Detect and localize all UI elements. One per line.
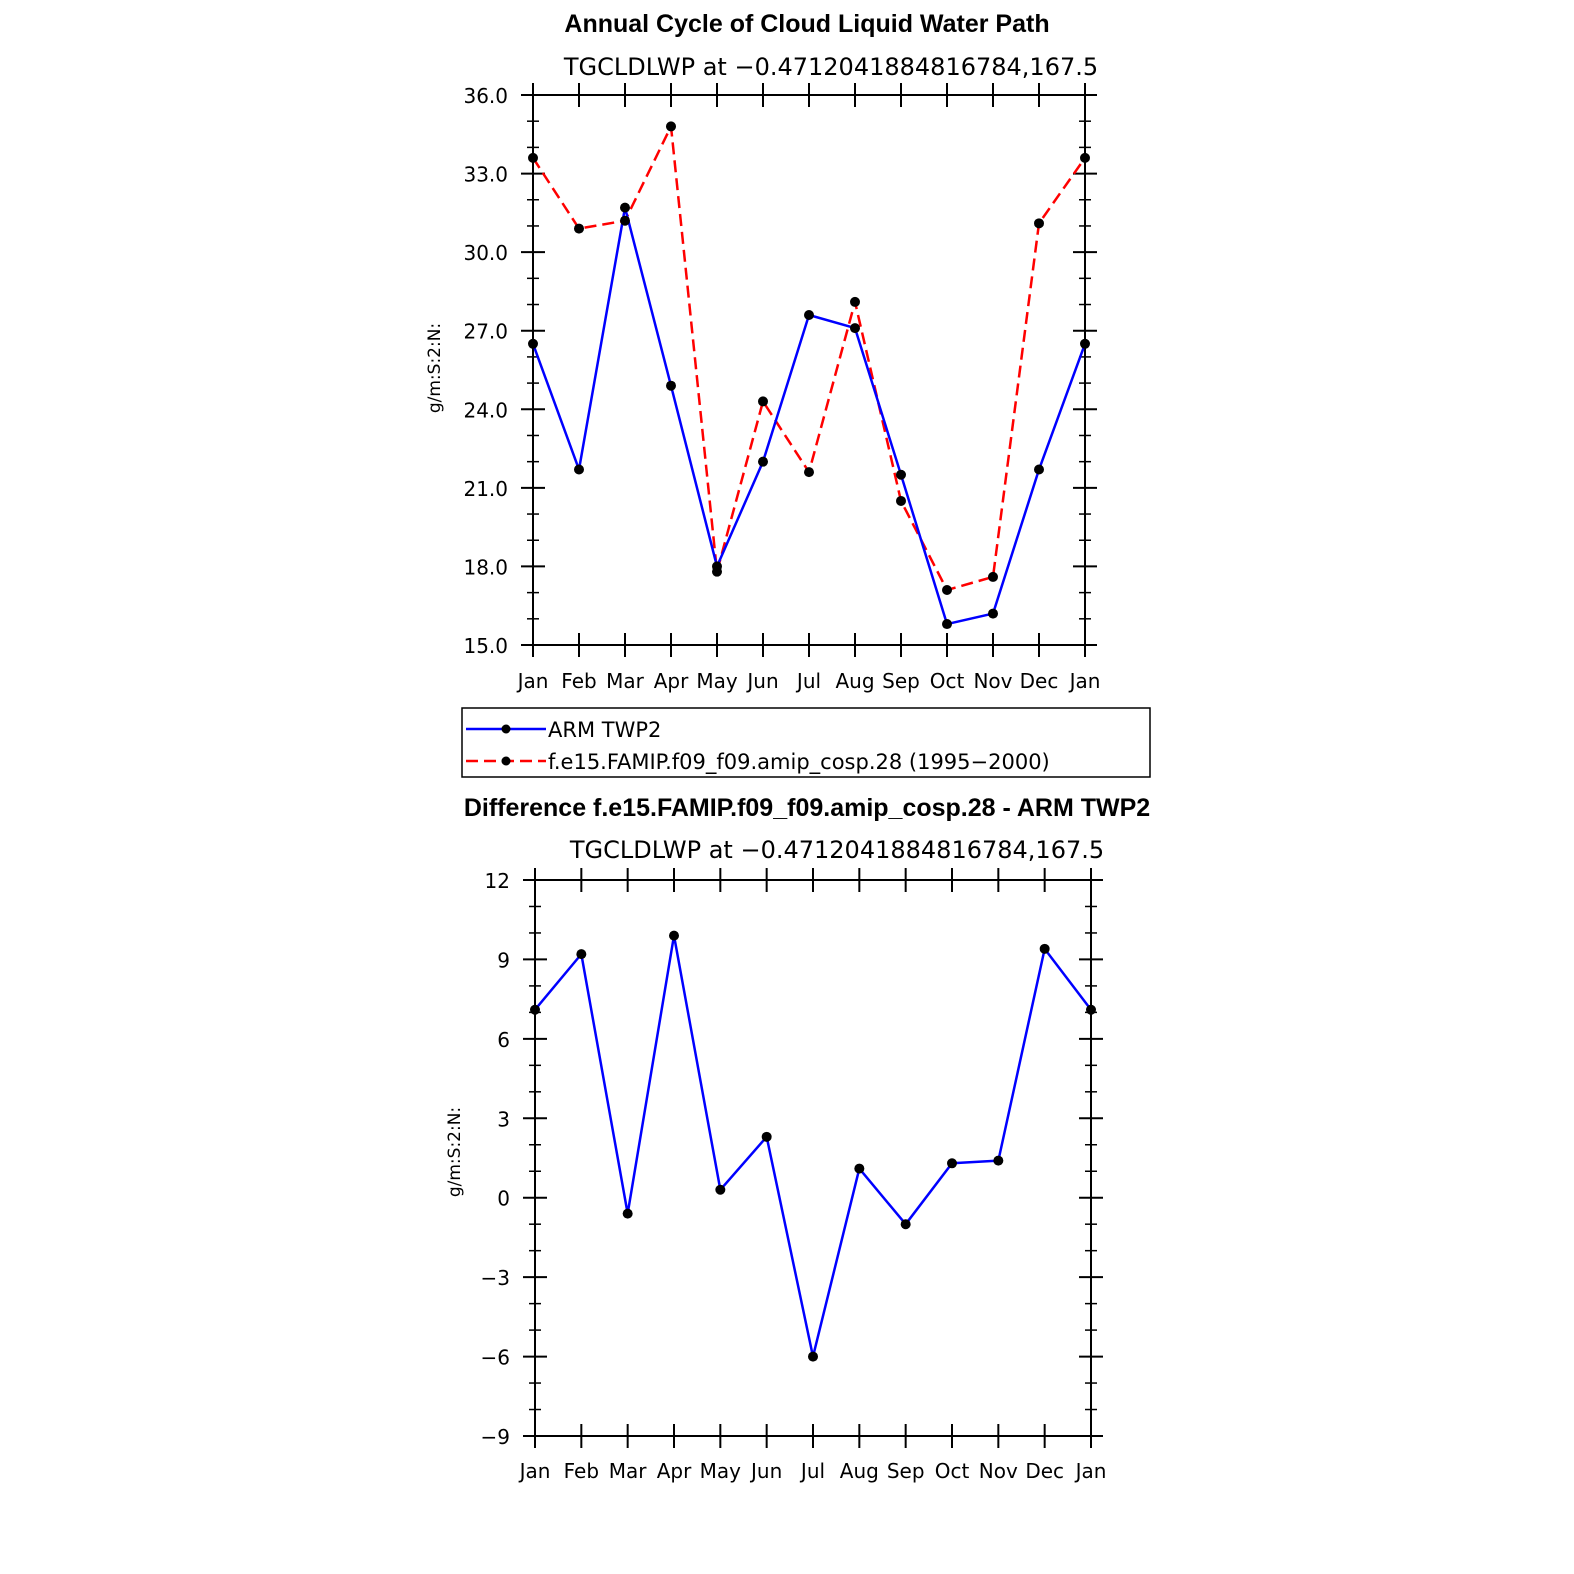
top-series-0-point xyxy=(804,310,814,320)
bottom-series-0-point xyxy=(808,1351,818,1362)
bottom-series-0-point xyxy=(761,1131,772,1142)
top-x-tick-label: Jun xyxy=(745,669,778,693)
bottom-x-tick-label: May xyxy=(700,1459,742,1483)
top-y-tick-label: 27.0 xyxy=(463,320,508,344)
bottom-x-tick-label: Jul xyxy=(799,1459,825,1483)
top-series-1-point xyxy=(804,467,814,478)
bottom-chart-plot: −9 −6 −3 0 3 6 9 12 Jan Feb Mar Apr May Jun Jul Aug Sep O… xyxy=(481,868,1107,1483)
bottom-series-0-point xyxy=(993,1155,1004,1166)
bottom-chart-title: Difference f.e15.FAMIP.f09_f09.amip_cosp… xyxy=(464,794,1150,822)
bottom-x-tick-label: Jun xyxy=(749,1459,782,1483)
top-series-1-point xyxy=(758,396,768,407)
top-series-1-point xyxy=(528,152,538,163)
bottom-series-0-point xyxy=(576,949,587,960)
top-series-1-point xyxy=(942,585,952,595)
top-x-tick-label: Mar xyxy=(606,669,645,693)
top-x-tick-label: Oct xyxy=(930,669,965,693)
top-series-0-point xyxy=(1080,338,1090,349)
legend: ARM TWP2 f.e15.FAMIP.f09_f09.amip_cosp.2… xyxy=(461,707,1151,778)
top-series-0-point xyxy=(896,469,906,480)
top-y-tick-label: 24.0 xyxy=(463,398,508,422)
top-series-1-point xyxy=(1080,152,1090,163)
bottom-series-0-point xyxy=(622,1208,633,1219)
top-y-tick-label: 15.0 xyxy=(463,634,508,658)
bottom-y-tick-label: 0 xyxy=(497,1187,510,1211)
top-series-0-point xyxy=(528,338,538,349)
top-x-tick-label: Nov xyxy=(973,669,1012,693)
top-series-0-point xyxy=(666,380,676,391)
bottom-x-tick-label: Apr xyxy=(657,1459,692,1483)
top-series-1-point xyxy=(666,121,676,132)
bottom-y-tick-label: 3 xyxy=(497,1107,510,1131)
legend-box xyxy=(461,707,1151,778)
top-x-tick-label: Jan xyxy=(516,669,549,693)
bottom-series-0-point xyxy=(669,930,679,941)
top-series-0-point xyxy=(1034,464,1044,475)
bottom-x-tick-label: Oct xyxy=(935,1459,970,1483)
bottom-y-axis-label: g/m:S:2:N: xyxy=(445,1107,465,1197)
bottom-series-0-point xyxy=(1086,1004,1096,1015)
top-series-0-point xyxy=(988,608,998,619)
top-x-tick-label: Aug xyxy=(835,669,874,693)
top-series-0-point xyxy=(574,464,584,475)
bottom-series-0-point xyxy=(1039,943,1050,954)
top-x-tick-label: Jul xyxy=(795,669,821,693)
top-x-tick-label: Feb xyxy=(561,669,596,693)
bottom-y-tick-label: 6 xyxy=(497,1028,510,1052)
legend-marker-arm xyxy=(501,724,511,734)
top-y-tick-label: 36.0 xyxy=(463,84,508,108)
top-series-line-1 xyxy=(531,125,1087,592)
bottom-series-0-point xyxy=(947,1158,957,1169)
top-series-1-point xyxy=(620,215,630,226)
bottom-x-tick-label: Sep xyxy=(887,1459,925,1483)
bottom-x-tick-label: Nov xyxy=(979,1459,1018,1483)
top-x-tick-label: Apr xyxy=(654,669,689,693)
top-y-tick-label: 21.0 xyxy=(463,477,508,501)
bottom-x-tick-label: Jan xyxy=(518,1459,551,1483)
top-series-line-0 xyxy=(531,206,1087,626)
bottom-x-tick-label: Jan xyxy=(1074,1459,1107,1483)
bottom-y-tick-label: −3 xyxy=(481,1266,510,1290)
bottom-series-line-0 xyxy=(534,934,1092,1358)
bottom-y-tick-label: −6 xyxy=(481,1346,510,1370)
legend-marker-model xyxy=(501,756,511,766)
top-series-1-point xyxy=(896,495,906,506)
top-y-tick-label: 30.0 xyxy=(463,241,508,265)
top-chart-title: Annual Cycle of Cloud Liquid Water Path xyxy=(564,10,1049,38)
top-x-tick-label: Jan xyxy=(1068,669,1101,693)
bottom-y-tick-label: 12 xyxy=(485,869,510,893)
legend-label-arm: ARM TWP2 xyxy=(548,718,661,742)
bottom-series-0-point xyxy=(854,1163,865,1174)
top-y-axis-label: g/m:S:2:N: xyxy=(425,323,445,413)
top-series-1-point xyxy=(1034,218,1044,229)
bottom-y-tick-label: −9 xyxy=(481,1425,510,1449)
bottom-series-0-point xyxy=(900,1219,911,1230)
top-series-1-point xyxy=(574,223,584,234)
bottom-x-tick-label: Feb xyxy=(564,1459,599,1483)
legend-label-model: f.e15.FAMIP.f09_f09.amip_cosp.28 (1995−2… xyxy=(548,750,1050,775)
top-series-1-point xyxy=(988,571,998,582)
top-series-0-point xyxy=(942,619,952,630)
bottom-x-tick-label: Dec xyxy=(1025,1459,1064,1483)
top-plot-frame xyxy=(532,94,1086,646)
bottom-y-tick-label: 9 xyxy=(497,948,510,972)
bottom-x-tick-label: Mar xyxy=(609,1459,648,1483)
top-y-tick-label: 33.0 xyxy=(463,163,508,187)
bottom-chart-subtitle: TGCLDLWP at −0.4712041884816784,167.5 xyxy=(569,836,1104,864)
top-chart-subtitle: TGCLDLWP at −0.4712041884816784,167.5 xyxy=(563,53,1098,81)
top-series-1-point xyxy=(850,296,860,307)
top-series-0-point xyxy=(620,202,630,213)
bottom-series-0-point xyxy=(530,1004,540,1015)
top-x-tick-label: May xyxy=(696,669,738,693)
top-x-tick-label: Dec xyxy=(1020,669,1059,693)
top-chart-plot: 15.0 18.0 21.0 24.0 27.0 30.0 33.0 36.0 Jan Feb Ma… xyxy=(463,83,1100,693)
top-x-tick-label: Sep xyxy=(882,669,920,693)
bottom-x-tick-label: Aug xyxy=(840,1459,879,1483)
top-y-tick-label: 18.0 xyxy=(463,555,508,579)
top-series-0-point xyxy=(850,323,860,334)
bottom-series-0-point xyxy=(715,1184,726,1195)
top-series-0-point xyxy=(758,456,768,467)
top-series-1-point xyxy=(712,566,722,577)
